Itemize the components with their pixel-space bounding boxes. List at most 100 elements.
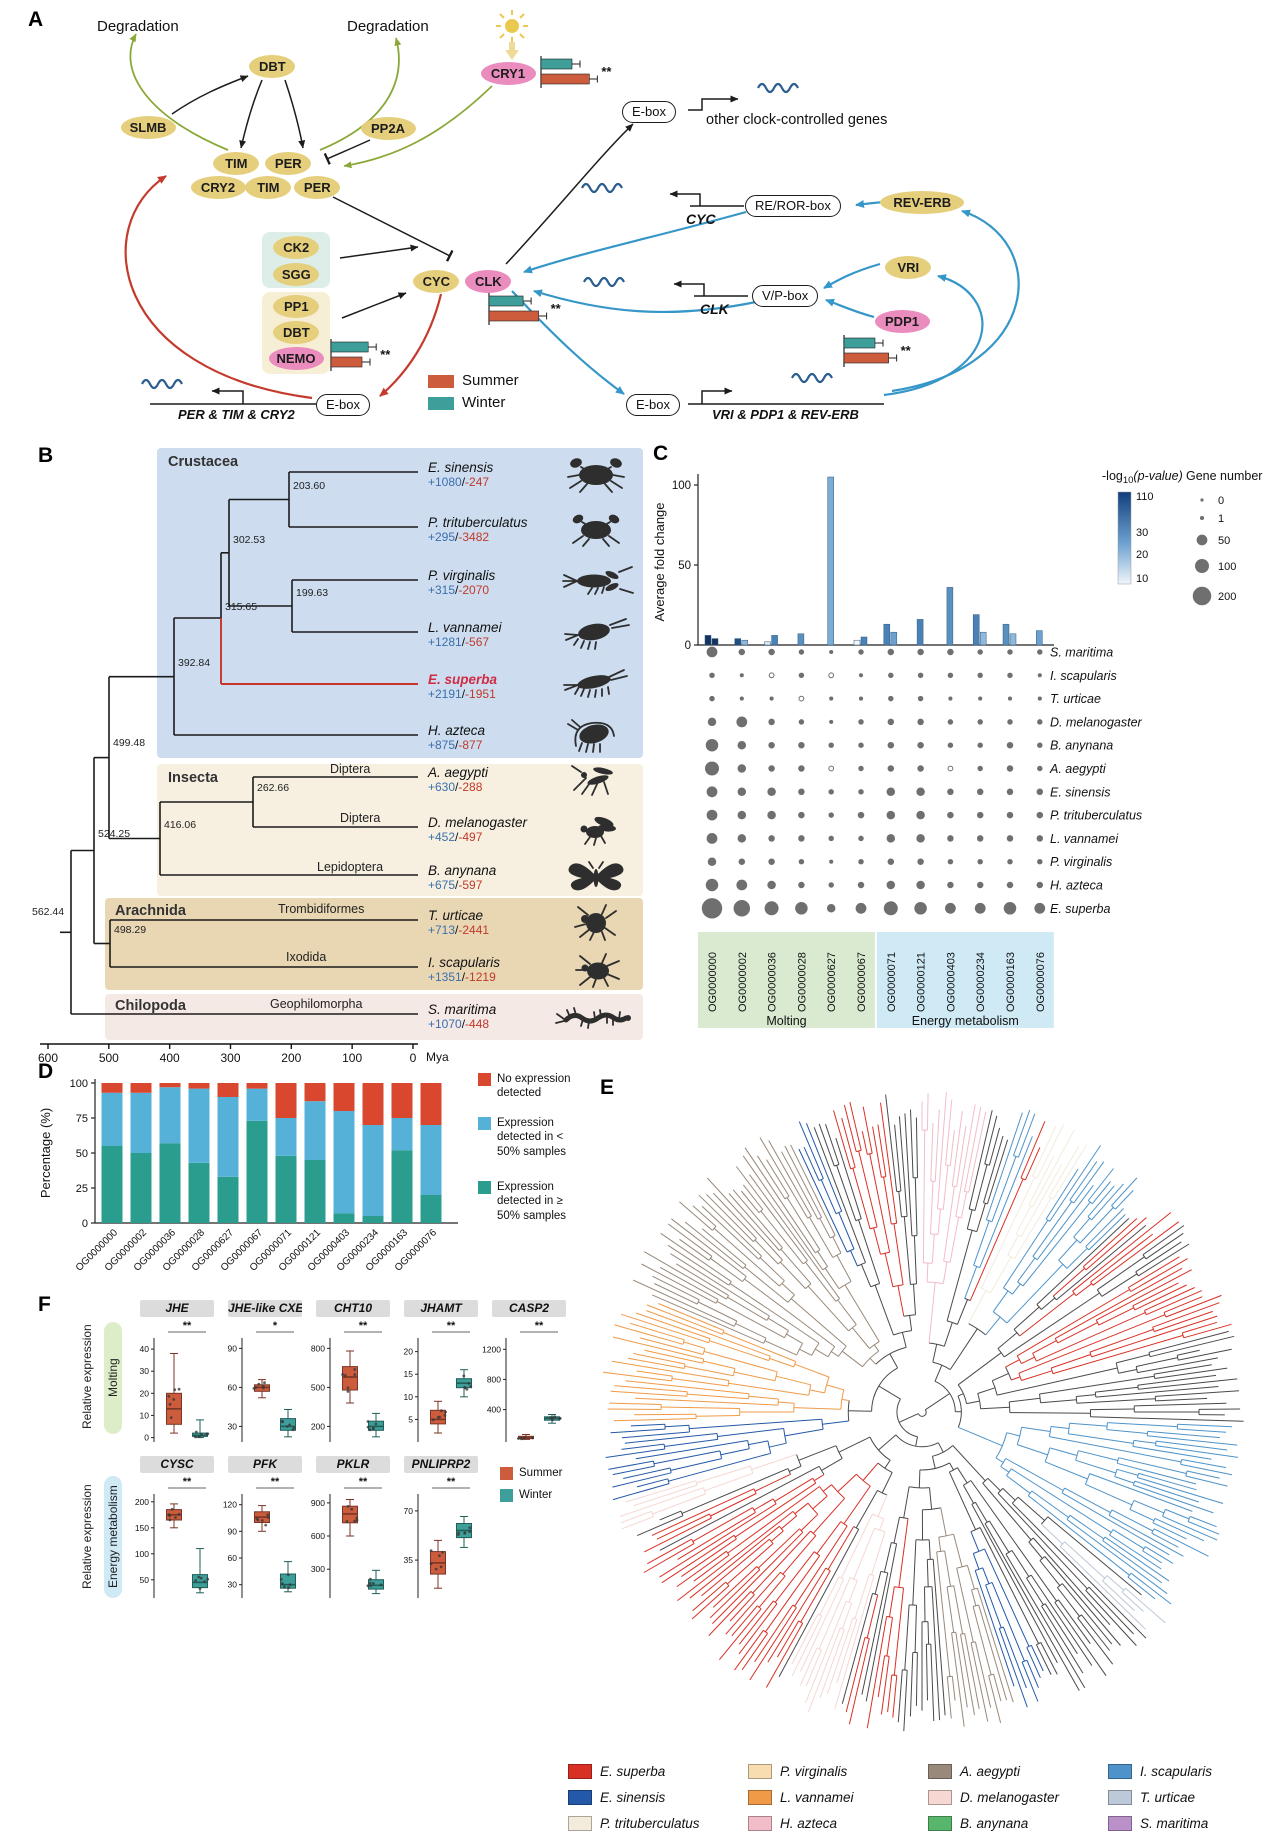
shrimp-icon [564,618,630,650]
axis-tick-300: 300 [220,1051,241,1065]
phylogenetic-tree [40,471,418,1049]
svg-text:**: ** [551,301,562,316]
node-age-315-65: 315.65 [225,601,258,613]
minichart-svg: ** [843,335,912,367]
axis-tick-100: 100 [342,1051,363,1065]
blue-feedback-arrows [511,200,1020,397]
minichart-svg: ** [488,293,562,325]
winter-legend-label: Winter [462,394,506,411]
protein-node-sgg: SGG [273,262,320,286]
ebox-bottom-left: E-box [316,394,370,416]
panel-a-circadian-diagram: A [0,0,1280,440]
legend-swatch [568,1816,592,1831]
gene-gain: +2191 [428,687,462,701]
legend-swatch [478,1117,491,1130]
clade-box-insecta [157,764,643,896]
boxplot-PFK: 30 60 90 120 ** [223,1476,306,1604]
vp-box: V/P-box [752,285,819,307]
og-group-label: Molting [766,1014,806,1028]
svg-text:**: ** [447,1476,456,1488]
order-label-diptera-0: Diptera [330,762,371,776]
silhouette-amphipod [550,714,642,756]
boxplot-PKLR: 300 600 900 ** [311,1476,394,1604]
species-name: A. aegypti [428,765,489,780]
species-row-p-virginalis: P. virginalis +315/-2070 [428,568,578,597]
species-name: P. virginalis [428,568,496,583]
seasonal-expression-chart-pdp1: ** [843,334,929,370]
per-tim-cry2-gene-label: PER & TIM & CRY2 [178,407,295,422]
node-age-416-06: 416.06 [164,819,197,831]
gene-gain-loss: +875/-877 [428,738,578,752]
gene-number-legend-title: Gene number [1186,469,1262,483]
size-legend-dot [1200,498,1204,502]
axis-tick-200: 200 [281,1051,302,1065]
species-row-e-sinensis: E. sinensis +1080/-247 [428,460,578,489]
node-age-199-63: 199.63 [296,587,329,599]
svg-text:200: 200 [135,1497,149,1507]
protein-node-clk: CLK [465,269,512,293]
silhouette-butterfly [550,854,642,896]
reror-box: RE/ROR-box [745,195,841,217]
gene-title-PFK: PFK [228,1456,302,1473]
panel-a-label: A [28,8,44,31]
svg-text:120: 120 [223,1500,237,1510]
clade-label-arachnida: Arachnida [115,903,186,919]
gene-title-JHE-like-CXE: JHE-like CXE [228,1300,302,1317]
amphipod-icon [567,719,615,753]
row-species-label: P. virginalis [1050,855,1112,869]
og-label: OG0000076 [1035,952,1047,1012]
gene-loss: -1951 [465,687,496,701]
gene-gain-loss: +630/-288 [428,780,578,794]
svg-text:35: 35 [404,1555,414,1565]
slash: / [455,780,459,794]
svg-text:15: 15 [404,1369,414,1379]
svg-text:25: 25 [76,1183,88,1195]
legend-species-label: D. melanogaster [960,1790,1060,1805]
pvalue-tick: 30 [1136,527,1148,539]
species-name: B. anynana [428,863,497,878]
size-legend-value: 0 [1218,495,1224,507]
svg-text:0: 0 [685,640,691,652]
svg-text:**: ** [183,1320,192,1332]
order-label-trombidiformes-3: Trombidiformes [278,902,365,916]
svg-text:100: 100 [70,1078,88,1090]
size-legend-value: 100 [1218,561,1236,573]
e-legend-e-sinensis: E. sinensis [568,1790,665,1805]
species-row-e-superba: E. superba +2191/-1951 [428,672,578,701]
axis-tick-400: 400 [159,1051,180,1065]
seasonal-expression-chart-per-complex: ** [330,338,416,374]
gene-gain: +675 [428,878,456,892]
fold-change-axis [694,474,1054,646]
legend-label: No expression detected [497,1073,571,1100]
d-legend-item-1: Expression detected in < 50% samples [478,1116,575,1159]
species-name: T. urticae [428,908,484,923]
og-label: OG0000234 [975,952,987,1012]
svg-text:40: 40 [140,1344,150,1354]
og-label: OG0000067 [856,952,868,1012]
gene-gain-loss: +1070/-448 [428,1017,578,1031]
pvalue-gradient-bar [1117,491,1132,585]
species-row-a-aegypti: A. aegypti +630/-288 [428,765,578,794]
gene-loss: -597 [458,878,483,892]
panel-d-expression-stacked-bars: D 0 25 50 75 100 Percentage (%) OG0000000 OG000… [30,1058,575,1293]
protein-node-ck2: CK2 [273,235,320,259]
species-name: S. maritima [428,1002,497,1017]
slash: / [461,475,466,489]
legend-swatch [500,1489,513,1502]
boxplot-PNLIPRP2: 35 70 ** [402,1476,482,1604]
size-legend-value: 1 [1218,513,1224,525]
svg-text:50: 50 [76,1148,88,1160]
protein-node-slmb: SLMB [120,115,176,139]
silhouette-fly [550,806,642,848]
svg-text:100: 100 [135,1549,149,1559]
gene-gain-loss: +1281/-567 [428,635,578,649]
size-legend-dot [1195,559,1209,573]
slash: / [461,687,466,701]
d-legend-item-0: No expression detected [478,1072,575,1101]
svg-text:70: 70 [404,1506,414,1516]
legend-swatch [748,1764,772,1779]
panel-c-orthogroup-dotplot: C 0 50 100 Average fold change S. maritima I.… [650,440,1280,1065]
legend-species-label: P. trituberculatus [600,1816,700,1831]
protein-node-tim: TIM [245,175,292,199]
legend-label: Expression detected in < 50% samples [497,1117,567,1158]
